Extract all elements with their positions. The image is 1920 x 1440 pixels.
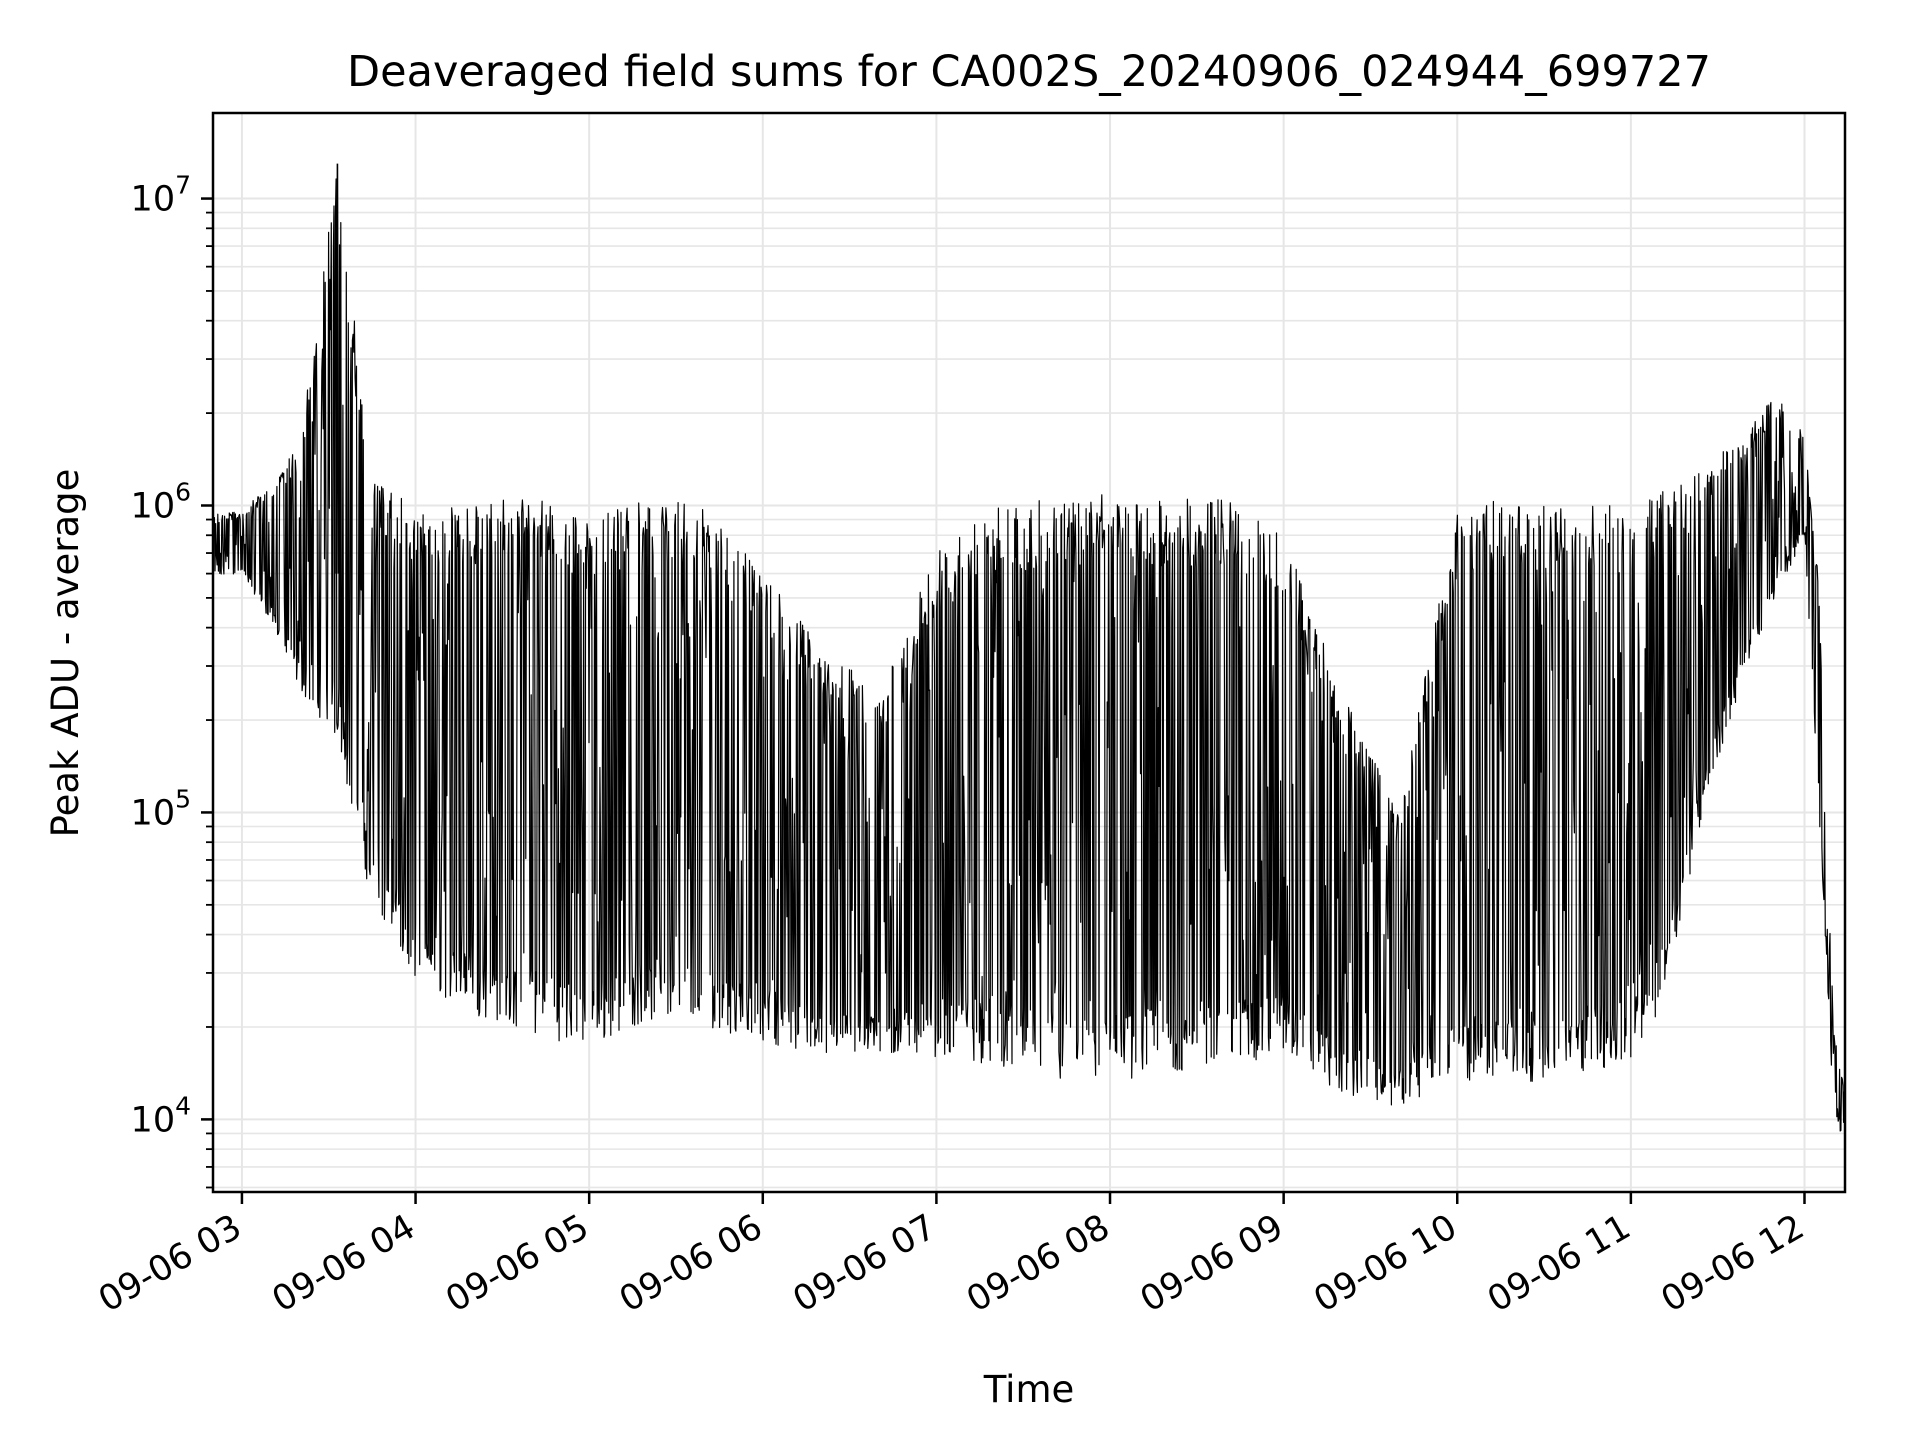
y-axis-label: Peak ADU - average — [44, 469, 87, 838]
y-tick-label: 105 — [131, 784, 191, 833]
y-tick-label: 106 — [131, 478, 191, 527]
plot-frame — [211, 111, 1847, 1194]
series-layer — [212, 163, 1846, 1146]
chart-title: Deaveraged field sums for CA002S_2024090… — [347, 47, 1711, 97]
y-tick-label: 107 — [131, 171, 191, 220]
x-axis-label: Time — [983, 1368, 1075, 1411]
series-line — [212, 178, 1846, 1146]
y-tick-label: 104 — [131, 1091, 191, 1140]
y-axis: 104 105 106 107 — [131, 171, 213, 1189]
